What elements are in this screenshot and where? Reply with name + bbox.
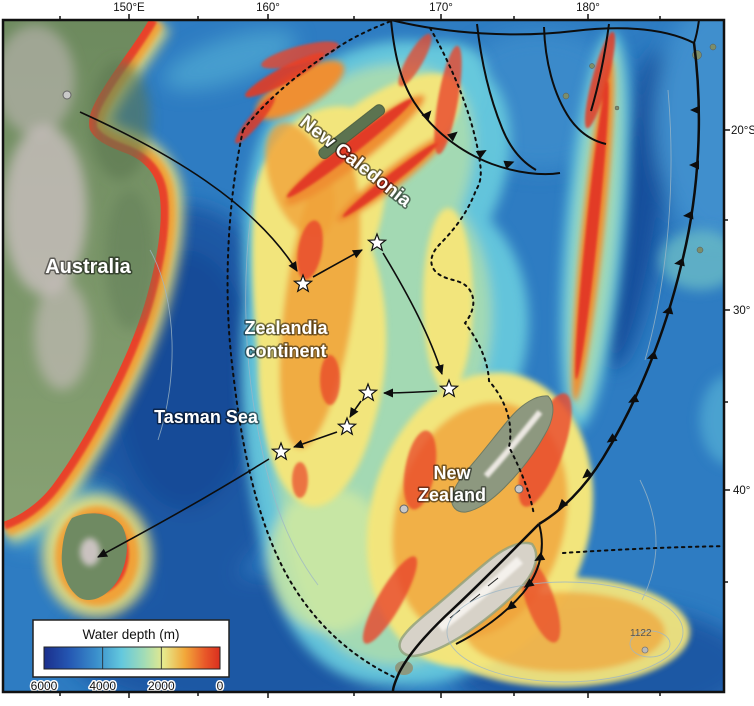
- axis-top-180: 180°: [576, 2, 600, 14]
- legend-tick-4000: 4000: [89, 679, 116, 693]
- zealandia-outline: [226, 20, 724, 678]
- trench-teeth: [421, 105, 700, 611]
- axis-top-170: 170°: [429, 2, 453, 14]
- label-tasman-sea: Tasman Sea: [154, 407, 259, 427]
- new-caledonia-island: [318, 43, 717, 254]
- axis-top-160: 160°: [256, 2, 280, 14]
- reference-dots: [62, 90, 649, 654]
- axis-labels: 150°E 160° 170° 180° 20°S 30° 40°: [113, 2, 754, 497]
- depth-contours: [149, 89, 684, 683]
- map-frame: [1, 18, 726, 694]
- depth-scale-bar: [43, 646, 221, 670]
- label-australia: Australia: [45, 256, 131, 278]
- label-zealandia-1: Zealandia: [244, 318, 328, 338]
- legend-tick-2000: 2000: [148, 679, 175, 693]
- legend: Water depth (m) 6000 4000 2000 0: [29, 619, 230, 693]
- legend-tick-0: 0: [217, 679, 224, 693]
- label-new-zealand-1: New: [433, 463, 471, 483]
- ridge-crest-layer: [235, 31, 616, 644]
- axis-right-20s: 20°S: [731, 125, 754, 137]
- axis-right-30: 30°: [733, 305, 750, 317]
- legend-title: Water depth (m): [82, 627, 179, 642]
- plate-boundaries: [390, 20, 701, 692]
- axis-ticks: [59, 14, 730, 698]
- label-new-zealand-2: Zealand: [418, 485, 486, 505]
- tasmania-island: [42, 494, 152, 618]
- legend-tick-6000: 6000: [31, 679, 58, 693]
- voyage-arrows: [79, 111, 444, 558]
- axis-top-150e: 150°E: [113, 2, 145, 14]
- axis-right-40: 40°: [733, 485, 750, 497]
- depth-annotation: 1122: [630, 628, 652, 639]
- label-zealandia-2: continent: [246, 341, 327, 361]
- australia-landmass: [3, 20, 184, 544]
